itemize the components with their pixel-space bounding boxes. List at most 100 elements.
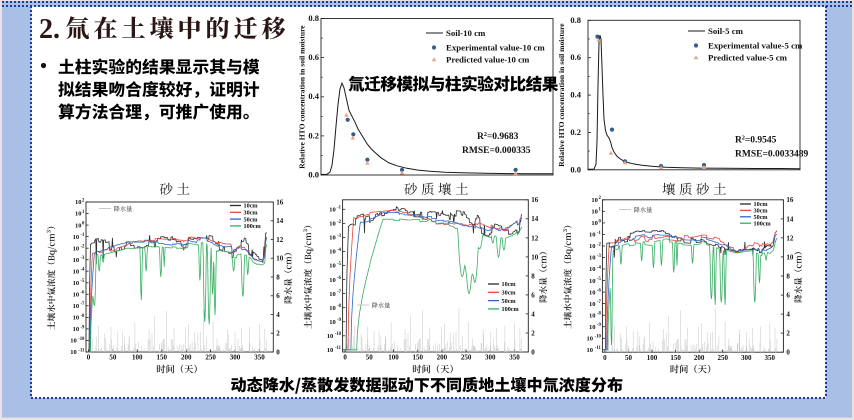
svg-text:-3: -3 bbox=[597, 254, 602, 259]
svg-text:10: 10 bbox=[329, 207, 336, 214]
svg-text:-1: -1 bbox=[80, 233, 85, 238]
svg-text:10: 10 bbox=[327, 333, 334, 340]
svg-text:10: 10 bbox=[329, 235, 336, 242]
svg-text:10: 10 bbox=[329, 277, 336, 284]
svg-text:8: 8 bbox=[276, 273, 280, 281]
svg-text:0: 0 bbox=[343, 354, 347, 362]
svg-text:10: 10 bbox=[591, 209, 598, 216]
svg-text:0.2: 0.2 bbox=[570, 127, 581, 137]
svg-text:-4: -4 bbox=[597, 265, 602, 270]
svg-text:300: 300 bbox=[485, 354, 496, 362]
svg-text:10: 10 bbox=[73, 257, 80, 264]
svg-text:2: 2 bbox=[82, 198, 85, 203]
svg-text:250: 250 bbox=[205, 354, 216, 362]
svg-text:350: 350 bbox=[509, 354, 520, 362]
svg-text:R2=0.9683: R2=0.9683 bbox=[477, 132, 519, 142]
svg-text:0.8: 0.8 bbox=[570, 15, 581, 25]
svg-text:-9: -9 bbox=[337, 318, 342, 323]
svg-text:-3: -3 bbox=[337, 234, 342, 239]
svg-text:0: 0 bbox=[786, 349, 790, 357]
svg-text:6: 6 bbox=[276, 292, 280, 300]
svg-text:10: 10 bbox=[589, 289, 596, 296]
svg-text:10: 10 bbox=[589, 255, 596, 262]
svg-text:12: 12 bbox=[786, 234, 794, 242]
svg-text:-1: -1 bbox=[337, 206, 342, 211]
svg-text:-6: -6 bbox=[337, 276, 342, 281]
svg-text:-2: -2 bbox=[80, 245, 85, 250]
svg-text:250: 250 bbox=[717, 354, 728, 362]
svg-text:10: 10 bbox=[587, 347, 594, 354]
svg-text:Soil-5 cm: Soil-5 cm bbox=[708, 26, 744, 36]
svg-text:-5: -5 bbox=[80, 279, 85, 284]
svg-text:4: 4 bbox=[276, 311, 280, 319]
svg-text:50: 50 bbox=[109, 354, 117, 362]
svg-text:-9: -9 bbox=[80, 325, 85, 330]
svg-text:10: 10 bbox=[589, 243, 596, 250]
svg-text:0.6: 0.6 bbox=[308, 52, 319, 62]
svg-text:0.0: 0.0 bbox=[308, 170, 319, 180]
svg-text:16: 16 bbox=[786, 196, 794, 204]
svg-text:10: 10 bbox=[73, 234, 80, 241]
svg-text:100cm: 100cm bbox=[502, 306, 520, 313]
svg-text:1: 1 bbox=[598, 208, 601, 213]
svg-text:10cm: 10cm bbox=[244, 203, 259, 210]
svg-text:R2=0.9545: R2=0.9545 bbox=[735, 136, 777, 146]
svg-text:10: 10 bbox=[591, 220, 598, 227]
svg-text:-10: -10 bbox=[78, 337, 85, 342]
svg-text:12: 12 bbox=[531, 234, 539, 242]
svg-text:0.4: 0.4 bbox=[308, 91, 319, 101]
svg-text:150: 150 bbox=[157, 354, 168, 362]
svg-text:100: 100 bbox=[388, 354, 399, 362]
svg-text:-7: -7 bbox=[80, 302, 85, 307]
svg-text:0.0: 0.0 bbox=[570, 164, 581, 174]
svg-text:-10: -10 bbox=[595, 335, 602, 340]
svg-text:14: 14 bbox=[276, 217, 284, 225]
svg-text:10: 10 bbox=[327, 347, 334, 354]
svg-text:8: 8 bbox=[531, 272, 535, 280]
svg-text:Soil-10 cm: Soil-10 cm bbox=[446, 28, 486, 38]
svg-text:6: 6 bbox=[531, 291, 535, 299]
svg-text:200: 200 bbox=[437, 354, 448, 362]
svg-text:300: 300 bbox=[741, 354, 752, 362]
svg-text:-6: -6 bbox=[80, 291, 85, 296]
svg-text:1: 1 bbox=[82, 210, 85, 215]
svg-text:8: 8 bbox=[786, 272, 790, 280]
svg-text:30cm: 30cm bbox=[244, 210, 259, 217]
svg-text:-8: -8 bbox=[597, 312, 602, 317]
svg-text:10: 10 bbox=[70, 349, 77, 356]
svg-text:10: 10 bbox=[73, 292, 80, 299]
svg-text:200: 200 bbox=[181, 354, 192, 362]
svg-text:10: 10 bbox=[589, 312, 596, 319]
svg-text:10: 10 bbox=[329, 319, 336, 326]
svg-text:0.2: 0.2 bbox=[308, 130, 319, 140]
svg-text:4: 4 bbox=[786, 311, 790, 319]
svg-text:2: 2 bbox=[276, 330, 280, 338]
svg-text:10: 10 bbox=[73, 315, 80, 322]
svg-text:30cm: 30cm bbox=[502, 290, 517, 297]
svg-text:-10: -10 bbox=[335, 332, 342, 337]
svg-text:0: 0 bbox=[603, 354, 607, 362]
svg-text:10: 10 bbox=[591, 197, 598, 204]
svg-text:0.8: 0.8 bbox=[308, 13, 319, 23]
svg-text:10: 10 bbox=[73, 280, 80, 287]
svg-text:50: 50 bbox=[366, 354, 374, 362]
svg-text:-2: -2 bbox=[337, 220, 342, 225]
svg-text:0: 0 bbox=[598, 219, 601, 224]
svg-text:10: 10 bbox=[589, 266, 596, 273]
svg-text:12: 12 bbox=[276, 236, 284, 244]
svg-text:10: 10 bbox=[589, 232, 596, 239]
svg-text:2: 2 bbox=[598, 196, 601, 201]
svg-text:10: 10 bbox=[75, 199, 82, 206]
svg-text:100cm: 100cm bbox=[244, 223, 262, 230]
svg-text:2: 2 bbox=[531, 329, 535, 337]
svg-text:Predicted value-10 cm: Predicted value-10 cm bbox=[446, 55, 530, 65]
svg-text:10: 10 bbox=[589, 278, 596, 285]
svg-text:350: 350 bbox=[765, 354, 776, 362]
svg-text:-8: -8 bbox=[80, 314, 85, 319]
svg-text:200: 200 bbox=[694, 354, 705, 362]
svg-text:30cm: 30cm bbox=[754, 208, 769, 215]
svg-text:-11: -11 bbox=[595, 346, 602, 351]
svg-text:-4: -4 bbox=[80, 268, 85, 273]
svg-text:10: 10 bbox=[329, 221, 336, 228]
svg-text:2: 2 bbox=[786, 330, 790, 338]
